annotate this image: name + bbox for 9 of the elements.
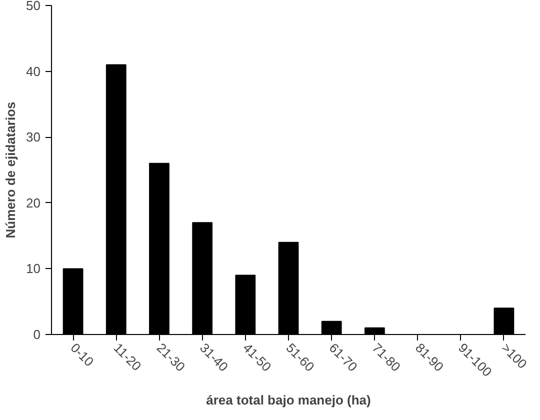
- x-axis-title: área total bajo manejo (ha): [206, 392, 371, 408]
- y-tick-label: 0: [33, 327, 41, 342]
- y-tick-label: 40: [26, 64, 41, 79]
- x-tick-label: 0-10: [68, 340, 97, 370]
- y-tick-label: 30: [26, 130, 41, 145]
- y-axis-title: Número de ejidatarios: [3, 102, 18, 238]
- y-tick-label: 10: [26, 261, 41, 276]
- y-tick-label: 20: [26, 195, 41, 210]
- y-tick-label: 50: [26, 0, 41, 13]
